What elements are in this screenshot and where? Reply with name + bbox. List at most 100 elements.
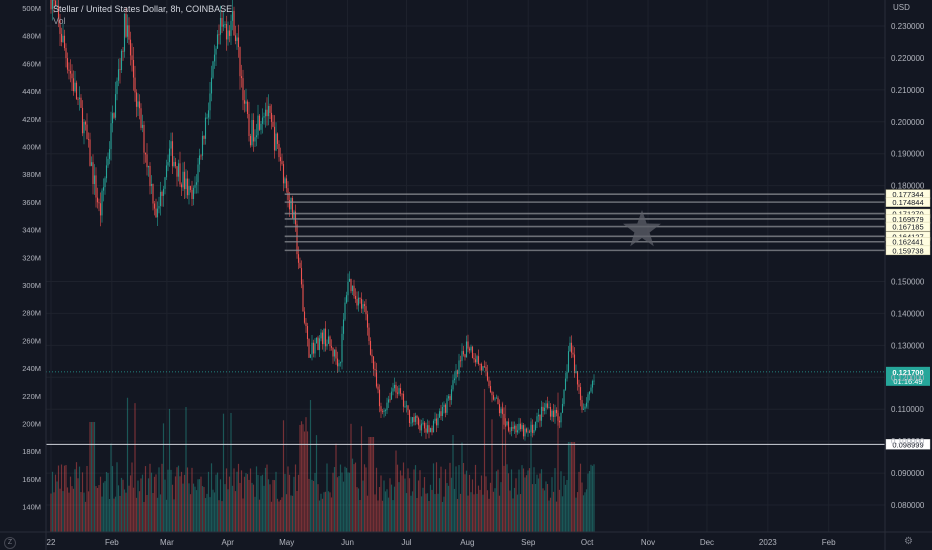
volume-bar bbox=[410, 495, 412, 532]
candle-body bbox=[554, 409, 556, 417]
candle-body bbox=[105, 165, 108, 179]
candle-body bbox=[426, 425, 429, 433]
candle-body bbox=[182, 171, 184, 188]
candle-body bbox=[207, 110, 210, 118]
volume-bar bbox=[186, 467, 189, 532]
candle-body bbox=[108, 149, 111, 159]
volume-bar bbox=[533, 467, 535, 532]
candle-body bbox=[459, 360, 462, 362]
volume-bar bbox=[240, 470, 243, 532]
volume-bar bbox=[369, 437, 372, 532]
volume-bar bbox=[515, 478, 517, 532]
volume-bar bbox=[182, 483, 184, 532]
candle-body bbox=[147, 165, 150, 168]
volume-bar bbox=[420, 496, 423, 532]
volume-bar bbox=[381, 500, 384, 532]
candle-body bbox=[363, 304, 366, 307]
candle-body bbox=[126, 25, 129, 37]
volume-bar bbox=[548, 500, 550, 532]
volume-bar bbox=[411, 491, 414, 532]
candle-body bbox=[234, 35, 237, 42]
candle-body bbox=[579, 387, 582, 401]
volume-bar bbox=[426, 493, 429, 532]
volume-bar bbox=[287, 466, 289, 532]
volume-bar bbox=[156, 497, 159, 532]
volume-bar bbox=[86, 465, 88, 532]
volume-tick-label: 340M bbox=[22, 226, 41, 235]
volume-bar bbox=[389, 478, 391, 532]
volume-bar bbox=[257, 474, 259, 532]
gear-icon[interactable]: ⚙ bbox=[904, 536, 913, 547]
candle-body bbox=[53, 0, 55, 1]
candle-body bbox=[63, 35, 66, 49]
candle-body bbox=[210, 77, 213, 94]
candle-body bbox=[305, 322, 307, 327]
candle-body bbox=[351, 285, 354, 292]
candle-body bbox=[150, 184, 153, 187]
candle-body bbox=[411, 417, 414, 423]
price-tick-label: 0.130000 bbox=[891, 341, 925, 350]
volume-bar bbox=[173, 499, 175, 532]
candle-body bbox=[314, 343, 316, 354]
candle-body bbox=[186, 178, 189, 196]
candle-body bbox=[483, 366, 486, 368]
volume-indicator-label[interactable]: Vol bbox=[53, 16, 66, 26]
volume-bar bbox=[465, 470, 468, 532]
countdown-label: 01:16:49 bbox=[893, 377, 922, 386]
candle-body bbox=[218, 34, 220, 36]
candle-body bbox=[231, 10, 234, 21]
volume-bar bbox=[162, 423, 165, 532]
volume-bar bbox=[486, 490, 489, 532]
candle-body bbox=[68, 69, 70, 71]
candle-body bbox=[90, 162, 93, 166]
candle-body bbox=[86, 124, 88, 140]
candle-body bbox=[233, 10, 235, 36]
volume-bar bbox=[126, 397, 129, 532]
timezone-icon[interactable]: Z bbox=[4, 537, 16, 549]
volume-bar bbox=[116, 462, 118, 532]
current-price-label: 0.121700 bbox=[892, 368, 923, 377]
candle-body bbox=[560, 412, 562, 423]
candle-body bbox=[192, 187, 195, 199]
star-icon bbox=[623, 210, 661, 247]
candle-body bbox=[140, 108, 142, 128]
candle-body bbox=[56, 5, 58, 7]
candle-body bbox=[468, 348, 471, 351]
candle-body bbox=[557, 413, 559, 421]
candle-body bbox=[396, 392, 399, 394]
volume-bar bbox=[293, 476, 295, 532]
volume-tick-label: 500M bbox=[22, 4, 41, 13]
candle-body bbox=[317, 337, 319, 350]
volume-bar bbox=[446, 483, 448, 532]
volume-bar bbox=[150, 472, 153, 532]
volume-bar bbox=[122, 479, 124, 532]
candle-body bbox=[92, 162, 94, 185]
volume-bar bbox=[108, 498, 111, 532]
volume-tick-label: 180M bbox=[22, 447, 41, 456]
candle-body bbox=[474, 359, 477, 363]
candle-body bbox=[138, 101, 141, 109]
volume-tick-label: 360M bbox=[22, 198, 41, 207]
candle-body bbox=[161, 191, 163, 196]
candle-body bbox=[473, 358, 475, 360]
candle-body bbox=[57, 5, 60, 19]
candle-body bbox=[513, 425, 516, 429]
candle-body bbox=[372, 356, 375, 369]
candle-body bbox=[276, 133, 279, 144]
candle-body bbox=[549, 406, 552, 417]
price-tick-label: 0.230000 bbox=[891, 22, 925, 31]
volume-bar bbox=[53, 492, 55, 532]
volume-bar bbox=[347, 472, 349, 532]
volume-bar bbox=[303, 431, 306, 532]
candle-body bbox=[74, 82, 76, 92]
volume-bar bbox=[569, 442, 571, 532]
candle-body bbox=[339, 362, 342, 364]
volume-bar bbox=[117, 485, 120, 532]
volume-bar bbox=[81, 472, 84, 532]
volume-bar bbox=[269, 484, 271, 532]
volume-bar bbox=[384, 491, 387, 532]
grid bbox=[46, 0, 885, 532]
candle-body bbox=[77, 98, 79, 100]
